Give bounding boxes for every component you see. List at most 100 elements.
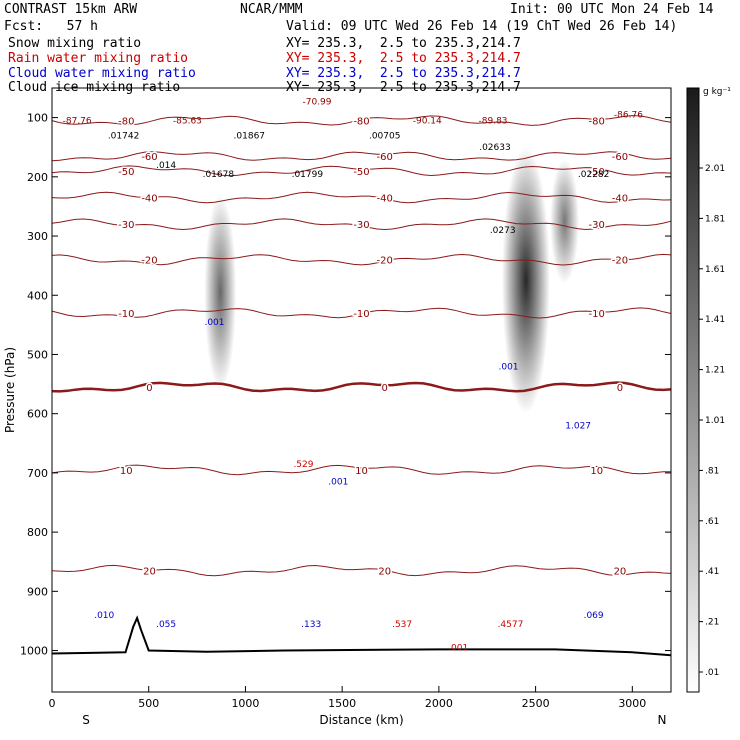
isotherm-20 xyxy=(51,564,672,577)
isotherm-label-10-0: 10 xyxy=(120,466,133,477)
isotherm-0 xyxy=(51,381,672,393)
isotherm-label--60-0: -60 xyxy=(141,152,157,163)
value-label-0: -87.76 xyxy=(63,117,92,127)
isotherm-label--50-0: -50 xyxy=(118,167,134,178)
value-label-14: .014 xyxy=(156,161,176,171)
isotherm-label-20-2: 20 xyxy=(614,567,627,578)
isotherm-label--80-1: -80 xyxy=(353,117,369,128)
value-label-10: .01678 xyxy=(203,170,235,180)
y-tick-label-300: 300 xyxy=(27,230,48,243)
colorbar-label-7: .61 xyxy=(705,517,719,527)
x-tick-label-2500: 2500 xyxy=(522,697,550,710)
snow-column-0 xyxy=(204,194,237,390)
colorbar-label-4: 1.21 xyxy=(705,366,725,376)
value-label-19: .001 xyxy=(328,478,348,488)
isotherm-label-10-1: 10 xyxy=(355,466,368,477)
colorbar-label-8: .41 xyxy=(705,567,719,577)
y-axis-title: Pressure (hPa) xyxy=(3,347,17,433)
terrain-line xyxy=(51,615,672,657)
y-tick-label-100: 100 xyxy=(27,112,48,125)
isotherm-label--80-2: -80 xyxy=(589,117,605,128)
colorbar-unit: g kg⁻¹ xyxy=(703,87,731,97)
isotherm--40 xyxy=(51,191,672,204)
x-tick-label-0: 0 xyxy=(49,697,56,710)
model-title: CONTRAST 15km ARW xyxy=(4,2,138,17)
x-tick-label-2000: 2000 xyxy=(425,697,453,710)
isotherm-label--10-1: -10 xyxy=(353,309,369,320)
isotherm-label--30-2: -30 xyxy=(589,220,605,231)
y-tick-label-800: 800 xyxy=(27,526,48,539)
x-tick-label-1000: 1000 xyxy=(231,697,259,710)
colorbar-label-3: 1.41 xyxy=(705,315,725,325)
isotherm-label--10-2: -10 xyxy=(589,309,605,320)
isotherm-label--30-0: -30 xyxy=(118,220,134,231)
isotherm-label--10-0: -10 xyxy=(118,309,134,320)
x-tick-label-3000: 3000 xyxy=(618,697,646,710)
isotherm-label--40-0: -40 xyxy=(141,194,157,205)
colorbar xyxy=(686,87,700,693)
isotherm-label--20-0: -20 xyxy=(141,256,157,267)
field-rain-xy: XY= 235.3, 2.5 to 235.3,214.7 xyxy=(286,51,521,66)
isotherm-label-10-2: 10 xyxy=(590,466,603,477)
colorbar-label-9: .21 xyxy=(705,618,719,628)
field-rain-name: Rain water mixing ratio xyxy=(8,51,189,66)
value-label-4: -70.99 xyxy=(303,98,332,108)
isotherm-label-20-0: 20 xyxy=(143,567,156,578)
value-label-1: .01742 xyxy=(108,131,140,141)
value-label-12: .02282 xyxy=(578,170,610,180)
value-label-24: .4577 xyxy=(498,620,524,630)
colorbar-label-0: 2.01 xyxy=(705,164,725,174)
x-end-label-north: N xyxy=(658,713,667,727)
isotherm-label-0-2: 0 xyxy=(617,383,623,394)
value-label-18: .529 xyxy=(293,460,313,470)
isotherm--60 xyxy=(51,151,672,162)
value-label-2: -85.63 xyxy=(173,117,202,127)
isotherm-label--80-0: -80 xyxy=(118,117,134,128)
plot-frame xyxy=(51,87,672,693)
isotherm-label--40-1: -40 xyxy=(377,194,393,205)
value-label-16: .001 xyxy=(498,362,518,372)
value-label-9: -86.76 xyxy=(614,111,643,121)
field-cloudwater-name: Cloud water mixing ratio xyxy=(8,66,196,81)
isotherm-label--50-2: -50 xyxy=(589,167,605,178)
value-label-13: .0273 xyxy=(490,226,516,236)
x-tick-label-1500: 1500 xyxy=(328,697,356,710)
x-axis-title: Distance (km) xyxy=(319,713,403,727)
isotherm-label-0-1: 0 xyxy=(382,383,388,394)
field-cloudwater-xy: XY= 235.3, 2.5 to 235.3,214.7 xyxy=(286,66,521,81)
isotherm-10 xyxy=(51,464,671,476)
field-snow-name: Snow mixing ratio xyxy=(8,36,142,51)
init-time: Init: 00 UTC Mon 24 Feb 14 xyxy=(510,2,714,17)
field-snow-xy: XY= 235.3, 2.5 to 235.3,214.7 xyxy=(286,36,521,51)
colorbar-label-1: 1.81 xyxy=(705,214,725,224)
y-tick-label-700: 700 xyxy=(27,467,48,480)
y-tick-label-600: 600 xyxy=(27,408,48,421)
isotherm-label--50-1: -50 xyxy=(353,167,369,178)
isotherm-label--30-1: -30 xyxy=(353,220,369,231)
x-end-label-south: S xyxy=(82,713,90,727)
value-label-15: .001 xyxy=(204,318,224,328)
y-tick-label-900: 900 xyxy=(27,585,48,598)
y-tick-label-1000: 1000 xyxy=(20,645,48,658)
colorbar-label-10: .01 xyxy=(705,668,719,678)
value-label-11: .01799 xyxy=(292,170,324,180)
value-label-25: .069 xyxy=(584,611,604,621)
value-label-7: -89.83 xyxy=(479,117,508,127)
colorbar-label-5: 1.01 xyxy=(705,416,725,426)
isotherm--80 xyxy=(51,115,672,126)
isotherm--20 xyxy=(51,253,672,266)
isotherm-label--20-2: -20 xyxy=(612,256,628,267)
value-label-21: .055 xyxy=(156,620,176,630)
value-label-20: .010 xyxy=(94,611,114,621)
value-label-6: -90.14 xyxy=(413,117,442,127)
isotherm-label-0-0: 0 xyxy=(146,383,152,394)
y-tick-label-400: 400 xyxy=(27,289,48,302)
snow-column-2 xyxy=(550,159,580,284)
isotherm--50 xyxy=(51,165,672,177)
center-label: NCAR/MMM xyxy=(240,2,303,17)
snow-column-1 xyxy=(501,147,550,414)
valid-time: Valid: 09 UTC Wed 26 Feb 14 (19 ChT Wed … xyxy=(286,19,678,34)
colorbar-label-2: 1.61 xyxy=(705,265,725,275)
isotherm-label-20-1: 20 xyxy=(378,567,391,578)
